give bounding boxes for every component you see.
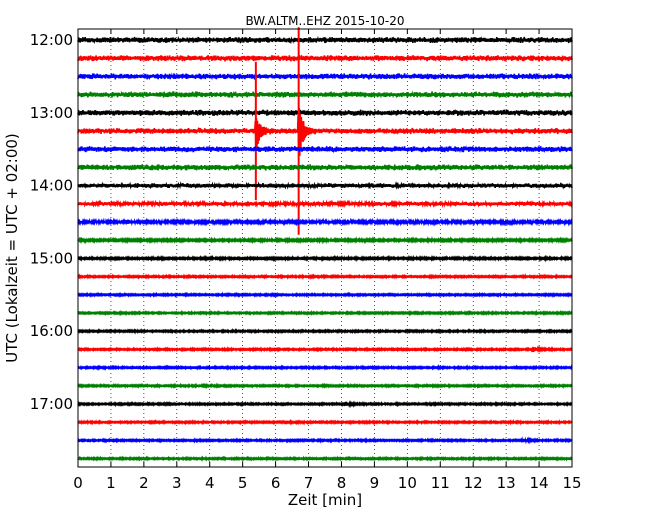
trace-line xyxy=(77,199,573,209)
y-tick-label: 16:00 xyxy=(30,322,73,340)
axis-ticks: 0 1 2 3 4 5 6 7 8 9 10 11 12 13 14 1512:0013:0014:0015:… xyxy=(30,29,582,492)
trace-line xyxy=(77,455,573,462)
x-tick-label: 1 xyxy=(106,474,116,492)
y-axis-title: UTC (Lokalzeit = UTC + 02:00) xyxy=(3,133,21,363)
y-tick-label: 15:00 xyxy=(30,249,73,267)
x-axis-title: Zeit [min] xyxy=(288,491,362,509)
x-tick-label: 3 xyxy=(172,474,182,492)
trace-line xyxy=(77,235,573,245)
seismogram-traces xyxy=(77,27,573,462)
x-tick-label: 13 xyxy=(497,474,516,492)
trace-line xyxy=(77,309,573,317)
trace-line xyxy=(77,144,573,154)
y-tick-label: 13:00 xyxy=(30,104,73,122)
x-tick-label: 11 xyxy=(431,474,450,492)
trace-line xyxy=(77,35,573,45)
trace-line xyxy=(77,90,573,99)
x-tick-label: 10 xyxy=(398,474,417,492)
chart-title: BW.ALTM..EHZ 2015-10-20 xyxy=(245,14,404,28)
x-tick-label: 9 xyxy=(370,474,380,492)
x-tick-label: 8 xyxy=(337,474,347,492)
y-tick-label: 12:00 xyxy=(30,31,73,49)
trace-line xyxy=(77,400,573,409)
trace-line xyxy=(77,163,573,172)
x-tick-label: 7 xyxy=(304,474,314,492)
trace-line xyxy=(77,418,573,426)
x-tick-label: 0 xyxy=(73,474,83,492)
x-tick-label: 5 xyxy=(238,474,248,492)
trace-line xyxy=(77,72,573,81)
trace-line xyxy=(77,291,573,298)
x-tick-label: 4 xyxy=(205,474,215,492)
y-tick-label: 14:00 xyxy=(30,177,73,195)
x-tick-label: 15 xyxy=(562,474,581,492)
x-tick-label: 2 xyxy=(139,474,149,492)
trace-line xyxy=(77,217,573,227)
trace-line xyxy=(77,108,573,117)
trace-line xyxy=(77,382,573,390)
y-tick-label: 17:00 xyxy=(30,395,73,413)
trace-line xyxy=(77,55,573,63)
trace-line xyxy=(77,273,573,280)
trace-line xyxy=(77,327,573,335)
x-tick-label: 6 xyxy=(271,474,281,492)
plot-frame xyxy=(77,28,573,468)
trace-line xyxy=(77,254,573,263)
trace-line xyxy=(77,107,573,156)
x-tick-label: 12 xyxy=(464,474,483,492)
trace-line xyxy=(77,345,573,354)
trace-line xyxy=(77,181,573,190)
trace-line xyxy=(77,364,573,371)
trace-line xyxy=(77,436,573,445)
x-tick-label: 14 xyxy=(530,474,549,492)
